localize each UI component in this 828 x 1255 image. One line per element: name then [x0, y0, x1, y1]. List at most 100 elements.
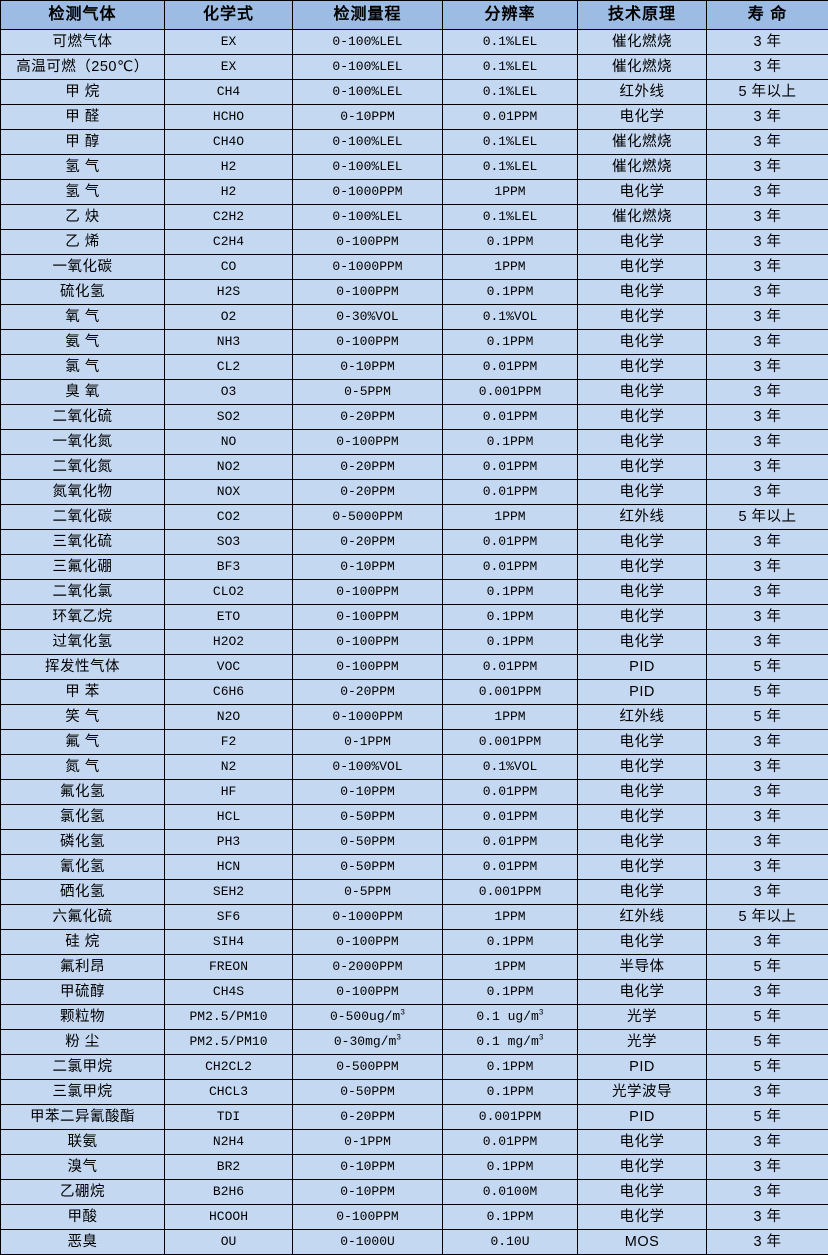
cell-principle: 电化学 [578, 630, 707, 655]
cell-range: 0-100%VOL [293, 755, 443, 780]
cell-resolution: 0.001PPM [443, 880, 578, 905]
cell-lifetime: 3 年 [707, 555, 828, 580]
cell-principle: 红外线 [578, 705, 707, 730]
cell-lifetime: 3 年 [707, 830, 828, 855]
cell-formula: H2O2 [165, 630, 293, 655]
cell-principle: 催化燃烧 [578, 30, 707, 55]
cell-gas: 粉 尘 [1, 1030, 165, 1055]
cell-range: 0-50PPM [293, 830, 443, 855]
cell-lifetime: 3 年 [707, 930, 828, 955]
cell-resolution: 1PPM [443, 955, 578, 980]
cell-lifetime: 5 年以上 [707, 905, 828, 930]
cell-formula: EX [165, 30, 293, 55]
cell-lifetime: 5 年 [707, 1055, 828, 1080]
cell-resolution: 0.01PPM [443, 830, 578, 855]
cell-range: 0-1000PPM [293, 180, 443, 205]
cell-range: 0-100%LEL [293, 155, 443, 180]
cell-formula: SF6 [165, 905, 293, 930]
cell-gas: 氧 气 [1, 305, 165, 330]
cell-gas: 氢 气 [1, 155, 165, 180]
cell-principle: 红外线 [578, 80, 707, 105]
cell-principle: 电化学 [578, 530, 707, 555]
cell-gas: 氟利昂 [1, 955, 165, 980]
cell-range: 0-1000U [293, 1230, 443, 1255]
cell-formula: NO [165, 430, 293, 455]
cell-gas: 乙 烯 [1, 230, 165, 255]
cell-formula: HCN [165, 855, 293, 880]
cell-formula: CO2 [165, 505, 293, 530]
cell-range: 0-20PPM [293, 455, 443, 480]
cell-resolution: 0.1%VOL [443, 755, 578, 780]
cell-lifetime: 3 年 [707, 455, 828, 480]
cell-principle: 光学 [578, 1005, 707, 1030]
cell-range: 0-20PPM [293, 1105, 443, 1130]
cell-lifetime: 3 年 [707, 755, 828, 780]
cell-resolution: 0.001PPM [443, 680, 578, 705]
cell-principle: 电化学 [578, 855, 707, 880]
cell-gas: 氯 气 [1, 355, 165, 380]
cell-resolution: 1PPM [443, 505, 578, 530]
cell-formula: NH3 [165, 330, 293, 355]
cell-lifetime: 5 年 [707, 1030, 828, 1055]
column-header-lifetime: 寿 命 [707, 1, 828, 30]
cell-principle: 电化学 [578, 430, 707, 455]
cell-principle: 电化学 [578, 330, 707, 355]
cell-gas: 硒化氢 [1, 880, 165, 905]
column-header-principle: 技术原理 [578, 1, 707, 30]
cell-formula: ETO [165, 605, 293, 630]
column-header-formula: 化学式 [165, 1, 293, 30]
cell-lifetime: 3 年 [707, 1155, 828, 1180]
cell-lifetime: 3 年 [707, 55, 828, 80]
cell-resolution: 0.01PPM [443, 105, 578, 130]
cell-resolution: 0.01PPM [443, 405, 578, 430]
cell-lifetime: 3 年 [707, 630, 828, 655]
cell-gas: 环氧乙烷 [1, 605, 165, 630]
cell-gas: 三氧化硫 [1, 530, 165, 555]
cell-formula: CH2CL2 [165, 1055, 293, 1080]
cell-resolution: 0.1 mg/m3 [443, 1030, 578, 1055]
cell-resolution: 0.1PPM [443, 980, 578, 1005]
cell-resolution: 0.01PPM [443, 805, 578, 830]
cell-range: 0-100PPM [293, 980, 443, 1005]
cell-range: 0-30%VOL [293, 305, 443, 330]
cell-lifetime: 3 年 [707, 105, 828, 130]
cell-lifetime: 5 年以上 [707, 80, 828, 105]
cell-formula: C6H6 [165, 680, 293, 705]
cell-gas: 甲硫醇 [1, 980, 165, 1005]
cell-range: 0-100PPM [293, 605, 443, 630]
cell-gas: 颗粒物 [1, 1005, 165, 1030]
cell-resolution: 0.1%LEL [443, 55, 578, 80]
cell-lifetime: 3 年 [707, 380, 828, 405]
cell-resolution: 0.01PPM [443, 555, 578, 580]
cell-gas: 二氯甲烷 [1, 1055, 165, 1080]
cell-principle: 光学波导 [578, 1080, 707, 1105]
cell-formula: SIH4 [165, 930, 293, 955]
cell-range: 0-10PPM [293, 780, 443, 805]
cell-gas: 氨 气 [1, 330, 165, 355]
cell-formula: TDI [165, 1105, 293, 1130]
cell-range: 0-20PPM [293, 405, 443, 430]
cell-gas: 甲 醛 [1, 105, 165, 130]
cell-gas: 硫化氢 [1, 280, 165, 305]
cell-principle: 催化燃烧 [578, 130, 707, 155]
cell-lifetime: 5 年 [707, 955, 828, 980]
cell-gas: 高温可燃（250℃） [1, 55, 165, 80]
cell-formula: VOC [165, 655, 293, 680]
cell-principle: 电化学 [578, 305, 707, 330]
cell-gas: 甲酸 [1, 1205, 165, 1230]
cell-range: 0-30mg/m3 [293, 1030, 443, 1055]
cell-gas: 乙硼烷 [1, 1180, 165, 1205]
cell-gas: 二氧化氯 [1, 580, 165, 605]
